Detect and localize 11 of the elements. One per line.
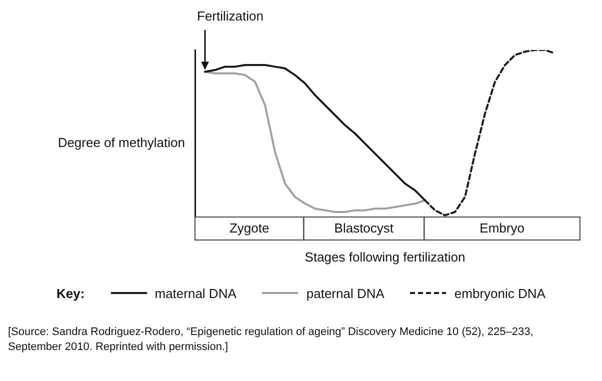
text: Zygote	[229, 220, 270, 236]
y-axis-title: Degree of methylation	[58, 135, 185, 150]
text: Embryo	[480, 220, 524, 236]
legend-title: Key:	[56, 286, 85, 300]
x-axis-title: Stages following fertilization	[304, 250, 466, 265]
text: [Source: Sandra Rodriguez-Rodero, “Epigenetic regulation of ageing” Discovery Medicine 10 (52), 225–233, September 2010. Reprinted with permission.]	[8, 325, 534, 355]
legend-label: paternal DNA	[306, 286, 384, 300]
text: Fertilization	[197, 8, 264, 24]
legend-label: maternal DNA	[154, 286, 236, 300]
text: Blastocyst	[334, 220, 394, 236]
legend-label: embryonic DNA	[454, 286, 546, 300]
